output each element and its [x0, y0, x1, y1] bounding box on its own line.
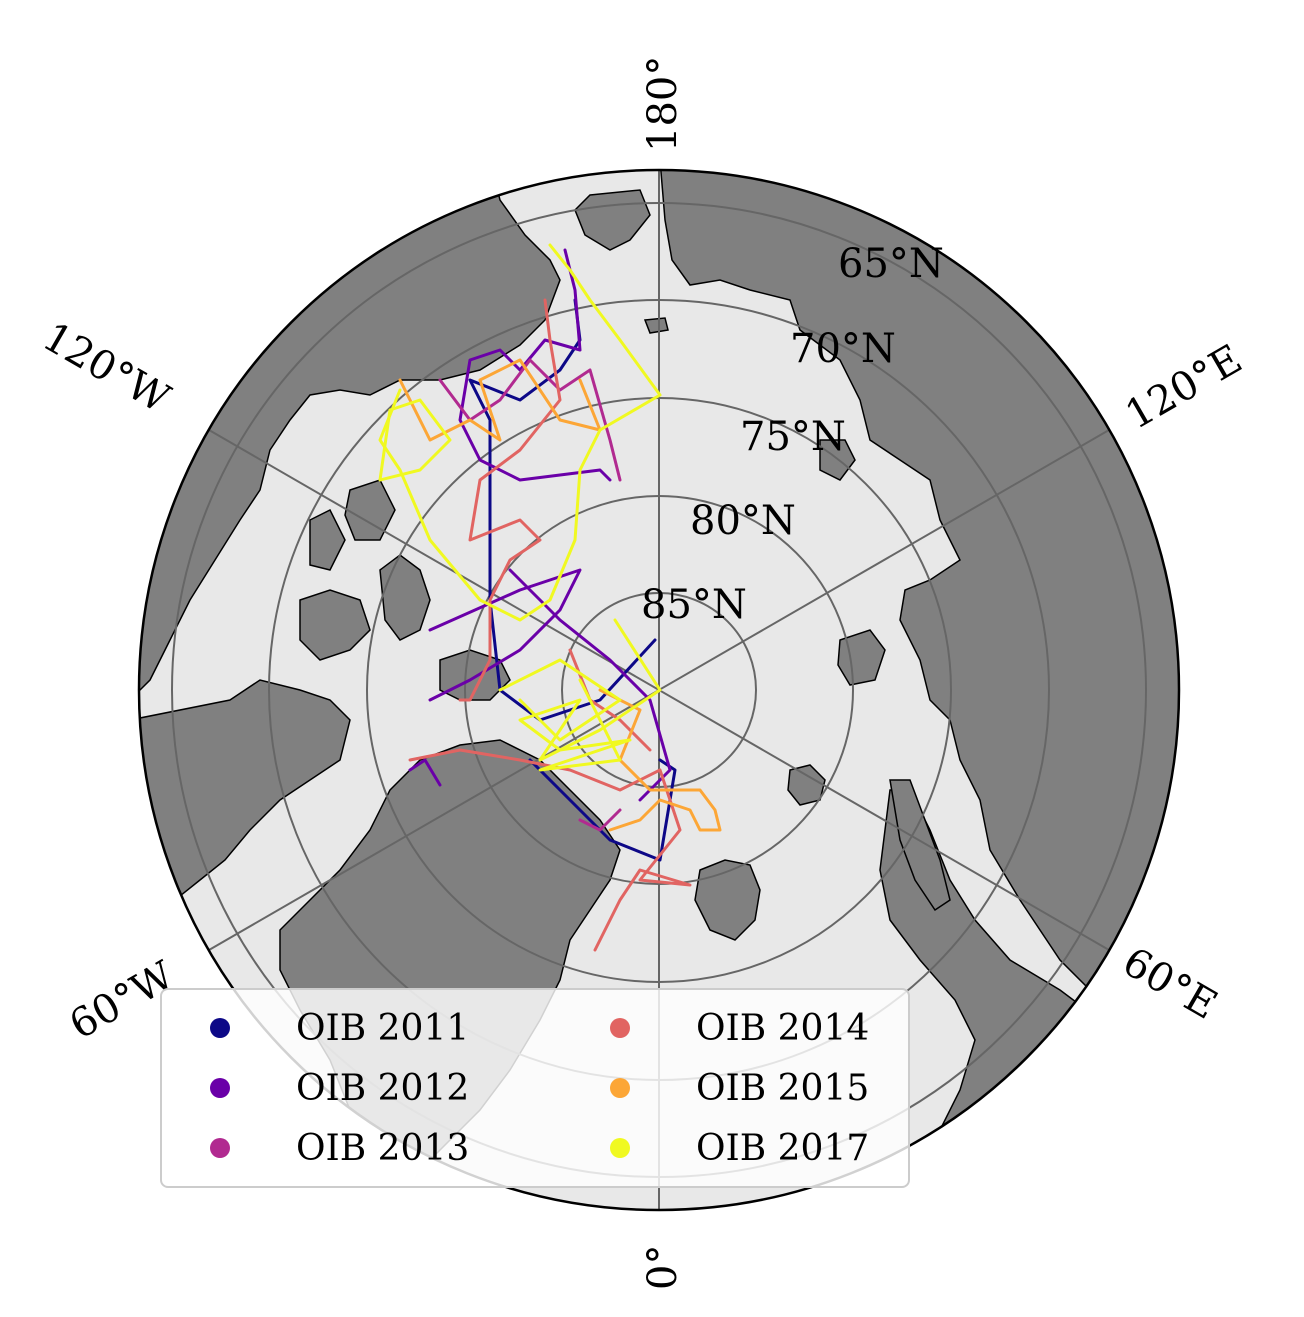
- track-oib-2011: [528, 758, 677, 862]
- lon-label-180: 180°: [640, 56, 686, 152]
- legend-item-oib-2012: OIB 2012: [162, 1058, 469, 1118]
- legend-item-oib-2014: OIB 2014: [562, 998, 869, 1058]
- legend-label: OIB 2017: [696, 1127, 870, 1169]
- legend-item-oib-2017: OIB 2017: [562, 1118, 869, 1178]
- legend-marker: [210, 1018, 230, 1038]
- track-oib-2017: [518, 618, 662, 772]
- legend-marker: [210, 1138, 230, 1158]
- track-oib-2012: [408, 758, 442, 787]
- lat-label-85n: 85°N: [641, 582, 747, 628]
- track-oib-2011: [468, 298, 657, 722]
- lon-label-120w: 120°W: [35, 314, 177, 423]
- lat-label-80n: 80°N: [690, 498, 796, 544]
- legend-item-oib-2013: OIB 2013: [162, 1118, 469, 1178]
- track-oib-2014: [458, 298, 562, 702]
- lon-label-0: 0°: [640, 1245, 686, 1290]
- legend-label: OIB 2011: [296, 1007, 470, 1049]
- legend-marker: [610, 1078, 630, 1098]
- latitude-labels: 65°N 70°N 75°N 80°N 85°N: [641, 241, 944, 628]
- track-oib-2012: [428, 568, 582, 702]
- track-oib-2017: [498, 658, 622, 742]
- legend-label: OIB 2014: [696, 1007, 870, 1049]
- legend-marker: [210, 1078, 230, 1098]
- legend-item-oib-2011: OIB 2011: [162, 998, 469, 1058]
- lon-label-60e: 60°E: [1115, 939, 1225, 1029]
- track-oib-2013: [578, 808, 622, 832]
- legend-marker: [610, 1018, 630, 1038]
- lon-label-120e: 120°E: [1118, 336, 1250, 439]
- track-oib-2017: [378, 243, 662, 622]
- track-oib-2012: [458, 248, 612, 482]
- legend-marker: [610, 1138, 630, 1158]
- lat-label-70n: 70°N: [790, 326, 896, 372]
- track-oib-2017: [378, 398, 452, 482]
- legend-label: OIB 2012: [296, 1067, 470, 1109]
- track-oib-2013: [438, 358, 622, 482]
- legend-item-oib-2015: OIB 2015: [562, 1058, 869, 1118]
- legend: OIB 2011 OIB 2012 OIB 2013 OIB 2014 OIB …: [160, 988, 910, 1188]
- legend-label: OIB 2013: [296, 1127, 470, 1169]
- track-oib-2014: [408, 748, 692, 952]
- track-oib-2012: [508, 568, 672, 802]
- map-boundary: [137, 168, 1181, 1212]
- legend-label: OIB 2015: [696, 1067, 870, 1109]
- lat-label-75n: 75°N: [740, 414, 846, 460]
- flight-tracks: [378, 243, 722, 952]
- lat-label-65n: 65°N: [838, 241, 944, 287]
- track-oib-2015: [598, 688, 722, 832]
